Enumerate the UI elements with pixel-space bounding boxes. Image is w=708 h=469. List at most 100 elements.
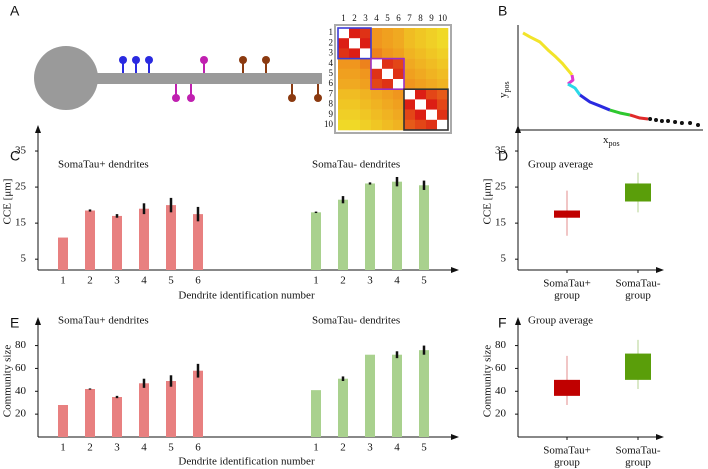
matrix-cell — [382, 28, 394, 39]
cluster-outline — [337, 27, 372, 60]
matrix-cell — [393, 28, 405, 39]
trajectory-segment — [522, 31, 574, 76]
y-axis-label: CCE [μm] — [2, 179, 14, 225]
bar — [166, 205, 176, 270]
trajectory-dot — [679, 120, 684, 125]
x-tick-label: 1 — [60, 275, 66, 287]
y-tick-label: 35 — [15, 145, 27, 157]
matrix-cell — [360, 38, 372, 49]
y-tick-label: 15 — [495, 217, 507, 229]
x-tick-label: 1 — [313, 275, 319, 287]
matrix-cell — [393, 79, 405, 90]
matrix-cell — [404, 48, 416, 59]
y-tick-label: 20 — [15, 408, 27, 420]
bar — [365, 183, 375, 270]
bar — [166, 381, 176, 437]
matrix-cell — [415, 99, 427, 110]
x-tick-label: 4 — [394, 442, 400, 454]
matrix-cell — [426, 119, 438, 131]
matrix-cell — [360, 109, 372, 121]
bar — [419, 185, 429, 270]
x-tick-label: 6 — [195, 275, 201, 287]
matrix-cell — [393, 58, 405, 70]
matrix-cell — [404, 79, 416, 90]
axis-arrow — [451, 267, 459, 273]
trajectory-segment — [567, 82, 582, 96]
panel-label: C — [10, 148, 20, 164]
group-title: SomaTau- dendrites — [312, 315, 400, 327]
matrix-cell — [360, 48, 372, 59]
matrix-cell — [338, 28, 350, 39]
group-title: SomaTau+ dendrites — [58, 159, 149, 171]
matrix-cell — [360, 89, 372, 100]
x-tick-label: SomaTau- — [615, 278, 660, 290]
axis-arrow — [515, 317, 521, 325]
x-tick-label: 2 — [340, 275, 346, 287]
x-axis-label-sub: pos — [609, 139, 620, 148]
x-tick-label: group — [554, 290, 580, 302]
column-label: 2 — [352, 13, 357, 23]
x-tick-label: 4 — [394, 275, 400, 287]
box — [625, 183, 651, 202]
matrix-cell — [382, 99, 394, 110]
y-axis-label: ypos — [497, 81, 511, 98]
column-label: 9 — [429, 13, 434, 23]
matrix-cell — [349, 68, 361, 80]
group-title: SomaTau+ dendrites — [58, 315, 149, 327]
y-tick-label: 25 — [15, 181, 27, 193]
axis-arrow — [35, 125, 41, 133]
matrix-cell — [360, 58, 372, 70]
x-tick-label: group — [625, 290, 651, 302]
y-axis-label: Community size — [482, 345, 494, 418]
x-tick-label: 5 — [168, 442, 174, 454]
matrix-cell — [349, 109, 361, 121]
axis-arrow — [451, 434, 459, 440]
y-tick-label: 25 — [495, 181, 507, 193]
matrix-cell — [426, 79, 438, 90]
matrix-cell — [426, 38, 438, 49]
trajectory-dot — [688, 120, 693, 125]
x-tick-label: 3 — [367, 275, 373, 287]
matrix-cell — [338, 99, 350, 110]
trajectory-dot — [648, 116, 653, 121]
trajectory-segment — [579, 93, 611, 112]
y-tick-label: 20 — [495, 408, 507, 420]
matrix-cell — [371, 28, 383, 39]
matrix-cell — [404, 89, 416, 100]
matrix-cell — [437, 48, 449, 59]
x-tick-label: group — [625, 457, 651, 469]
y-tick-label: 5 — [501, 253, 507, 265]
x-axis-label: xpos — [603, 134, 620, 148]
y-tick-label: 60 — [15, 362, 27, 374]
chart-title: Group average — [528, 315, 593, 327]
x-tick-label: SomaTau+ — [543, 278, 591, 290]
matrix-cell — [415, 38, 427, 49]
matrix-cell — [338, 89, 350, 100]
matrix-cell — [426, 109, 438, 121]
bar — [419, 350, 429, 437]
matrix-cell — [415, 109, 427, 121]
row-label: 6 — [329, 78, 334, 88]
matrix-cell — [338, 119, 350, 131]
matrix-cell — [360, 68, 372, 80]
matrix-cell — [382, 48, 394, 59]
matrix-cell — [338, 68, 350, 80]
matrix-cell — [349, 28, 361, 39]
bar — [58, 405, 68, 437]
row-label: 5 — [329, 68, 334, 78]
bar — [85, 210, 95, 270]
column-label: 4 — [374, 13, 379, 23]
x-tick-label: SomaTau- — [615, 445, 660, 457]
trajectory-dot — [696, 122, 701, 127]
x-tick-label: 3 — [114, 442, 120, 454]
matrix-cell — [349, 58, 361, 70]
x-axis-label: Dendrite identification number — [178, 456, 315, 468]
matrix-cell — [426, 48, 438, 59]
matrix-cell — [404, 28, 416, 39]
matrix-cell — [404, 99, 416, 110]
matrix-cell — [437, 79, 449, 90]
bar — [365, 354, 375, 437]
matrix-cell — [426, 99, 438, 110]
matrix-cell — [393, 119, 405, 131]
panel-label: B — [498, 3, 507, 19]
